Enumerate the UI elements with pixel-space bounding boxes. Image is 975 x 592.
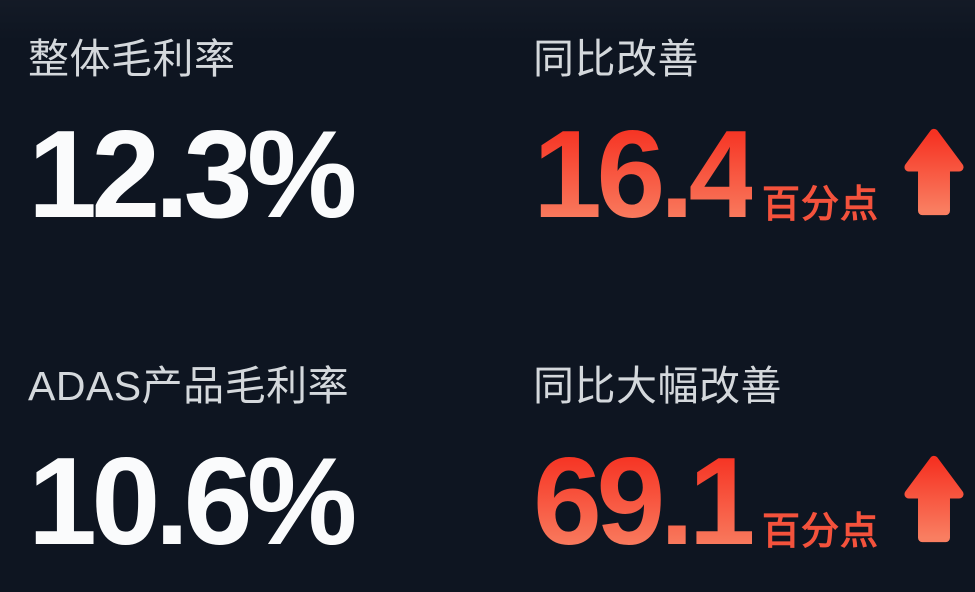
stat-adas-gross-margin: ADAS产品毛利率 10.6%: [28, 361, 357, 572]
stat-value: 16.4: [533, 106, 758, 245]
stat-label: ADAS产品毛利率: [28, 363, 350, 409]
stat-label: 整体毛利率: [28, 36, 236, 82]
stat-value: 10.6%: [28, 433, 357, 572]
up-arrow-icon: [904, 456, 964, 543]
stat-unit: 百分点: [762, 184, 880, 227]
stat-value-row: 69.1 百分点: [533, 433, 965, 572]
stat-value-row: 16.4 百分点: [533, 106, 965, 245]
stat-value-row: 10.6%: [28, 433, 357, 572]
stat-value: 12.3%: [28, 106, 357, 245]
stat-value-row: 12.3%: [28, 106, 357, 245]
stat-label: 同比改善: [533, 36, 699, 82]
stat-yoy-improvement: 同比改善 16.4 百分点: [533, 34, 965, 245]
stat-overall-gross-margin: 整体毛利率 12.3%: [28, 34, 357, 245]
stat-unit: 百分点: [762, 511, 880, 554]
up-arrow-icon: [904, 129, 964, 216]
stat-yoy-major-improvement: 同比大幅改善 69.1 百分点: [533, 361, 965, 572]
stat-label: 同比大幅改善: [533, 363, 782, 409]
stat-value: 69.1: [533, 433, 758, 572]
